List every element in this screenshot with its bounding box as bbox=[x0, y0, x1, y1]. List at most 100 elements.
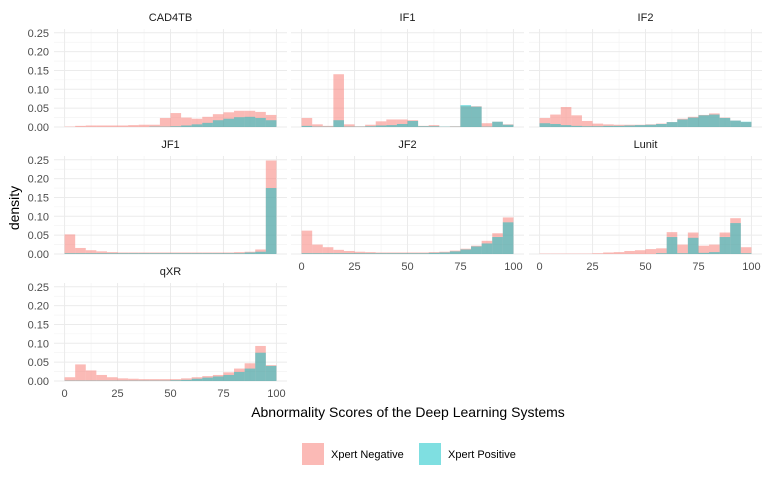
bar-xpert-positive bbox=[634, 125, 646, 127]
bar-xpert-positive bbox=[613, 125, 625, 127]
legend-label-xpert-positive: Xpert Positive bbox=[448, 449, 516, 461]
bar-xpert-negative bbox=[365, 252, 376, 254]
panel-title: CAD4TB bbox=[149, 12, 192, 24]
bar-xpert-negative bbox=[592, 123, 604, 127]
x-tick-label: 100 bbox=[267, 388, 285, 400]
bar-xpert-positive bbox=[592, 126, 604, 127]
bar-xpert-positive bbox=[244, 368, 256, 381]
bar-xpert-negative bbox=[709, 244, 720, 254]
bar-xpert-positive bbox=[181, 379, 192, 381]
bar-xpert-negative bbox=[181, 117, 192, 127]
bar-xpert-positive bbox=[502, 124, 514, 127]
x-tick-label: 100 bbox=[504, 261, 522, 273]
bar-xpert-negative bbox=[75, 364, 86, 381]
y-tick-label: 0.20 bbox=[28, 301, 49, 313]
bar-xpert-positive bbox=[255, 352, 266, 381]
panel-cad4tb: CAD4TB 0.00 0.05 0.10 0.15 0.20 0.25 bbox=[28, 12, 287, 134]
bar-xpert-negative bbox=[301, 117, 313, 127]
bar-xpert-positive bbox=[234, 371, 245, 381]
bar-xpert-negative bbox=[202, 116, 213, 127]
bar-xpert-positive bbox=[128, 253, 139, 254]
y-tick-label: 0.00 bbox=[28, 249, 49, 261]
bar-xpert-positive bbox=[234, 117, 245, 127]
panel-title: JF2 bbox=[398, 139, 416, 151]
x-tick-label: 100 bbox=[742, 261, 760, 273]
bar-xpert-negative bbox=[64, 234, 76, 254]
bar-xpert-negative bbox=[634, 250, 646, 254]
bar-xpert-positive bbox=[365, 253, 376, 254]
bar-xpert-negative bbox=[96, 374, 107, 381]
bar-xpert-negative bbox=[571, 115, 582, 127]
bar-xpert-positive bbox=[492, 121, 503, 127]
bar-xpert-negative bbox=[170, 379, 182, 381]
bar-xpert-positive bbox=[471, 246, 482, 254]
bar-xpert-positive bbox=[212, 376, 224, 381]
bar-xpert-positive bbox=[396, 123, 408, 127]
bar-xpert-positive bbox=[255, 251, 266, 254]
bar-xpert-positive bbox=[191, 378, 203, 381]
bar-xpert-negative bbox=[138, 379, 150, 381]
panel-title: IF2 bbox=[638, 12, 654, 24]
bar-xpert-negative bbox=[365, 124, 376, 127]
bar-xpert-positive bbox=[471, 106, 482, 127]
bar-xpert-positive bbox=[333, 120, 344, 127]
bar-xpert-positive bbox=[255, 117, 266, 127]
bar-xpert-positive bbox=[354, 253, 366, 254]
x-tick-label: 75 bbox=[454, 261, 466, 273]
bar-xpert-positive bbox=[202, 122, 213, 127]
y-tick-label: 0.15 bbox=[28, 65, 49, 77]
bar-xpert-positive bbox=[740, 253, 752, 254]
bar-xpert-positive bbox=[550, 123, 561, 127]
legend: Xpert Negative Xpert Positive bbox=[302, 443, 516, 465]
bar-xpert-negative bbox=[106, 125, 118, 127]
legend-swatch-xpert-negative bbox=[302, 443, 324, 465]
bar-xpert-negative bbox=[170, 113, 182, 127]
y-tick-label: 0.10 bbox=[28, 84, 49, 96]
bar-xpert-positive bbox=[428, 252, 440, 254]
bar-xpert-negative bbox=[386, 119, 397, 127]
bar-xpert-negative bbox=[85, 370, 97, 381]
bar-xpert-positive bbox=[428, 126, 440, 127]
bar-xpert-positive bbox=[439, 252, 450, 254]
x-tick-label: 0 bbox=[537, 261, 543, 273]
bar-xpert-negative bbox=[96, 251, 107, 254]
bar-xpert-positive bbox=[581, 126, 593, 127]
bar-xpert-negative bbox=[85, 250, 97, 254]
bar-xpert-positive bbox=[191, 253, 203, 254]
bar-xpert-positive bbox=[333, 253, 344, 254]
bar-xpert-negative bbox=[149, 379, 160, 381]
bar-xpert-positive bbox=[418, 253, 429, 254]
bar-xpert-positive bbox=[244, 252, 256, 254]
bar-xpert-positive bbox=[396, 253, 408, 254]
bar-xpert-positive bbox=[560, 125, 572, 127]
bar-xpert-positive bbox=[677, 119, 688, 127]
panel-title: IF1 bbox=[400, 12, 416, 24]
x-tick-label: 75 bbox=[217, 388, 229, 400]
bar-xpert-negative bbox=[581, 120, 593, 127]
bar-xpert-negative bbox=[396, 119, 408, 127]
bar-xpert-negative bbox=[645, 249, 657, 254]
bar-xpert-positive bbox=[181, 125, 192, 127]
legend-swatch-xpert-positive bbox=[419, 443, 441, 465]
bar-xpert-negative bbox=[159, 117, 171, 127]
bar-xpert-positive bbox=[191, 124, 203, 127]
bar-xpert-positive bbox=[64, 253, 76, 254]
bar-xpert-positive bbox=[301, 253, 313, 254]
bar-xpert-negative bbox=[354, 251, 366, 254]
bar-xpert-negative bbox=[322, 247, 334, 254]
bar-xpert-negative bbox=[624, 250, 635, 254]
y-tick-label: 0.10 bbox=[28, 211, 49, 223]
bar-xpert-positive bbox=[666, 237, 678, 254]
bar-xpert-positive bbox=[75, 253, 86, 254]
y-tick-label: 0.10 bbox=[28, 338, 49, 350]
bar-xpert-positive bbox=[301, 125, 313, 127]
panel-title: Lunit bbox=[634, 139, 658, 151]
bar-xpert-negative bbox=[301, 230, 313, 254]
bar-xpert-negative bbox=[677, 244, 688, 254]
x-tick-label: 50 bbox=[639, 261, 651, 273]
bar-xpert-positive bbox=[96, 253, 107, 254]
legend-label-xpert-negative: Xpert Negative bbox=[331, 449, 404, 461]
bar-xpert-negative bbox=[343, 124, 355, 127]
bar-xpert-negative bbox=[550, 114, 561, 127]
bar-xpert-positive bbox=[687, 237, 699, 254]
